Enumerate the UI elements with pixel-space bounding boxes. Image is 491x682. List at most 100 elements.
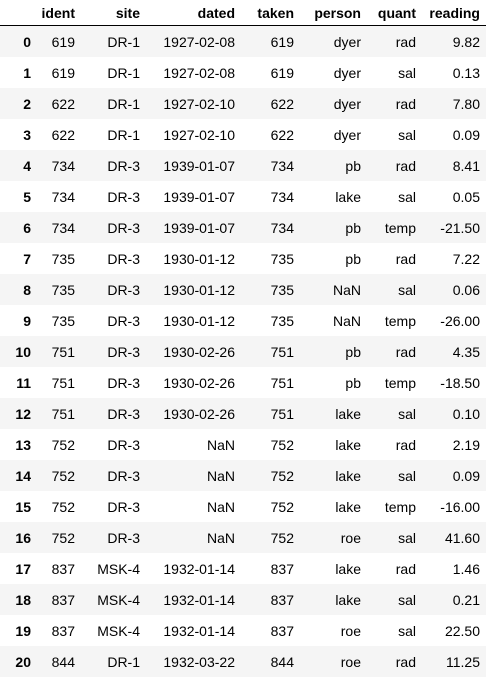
- row-index: 3: [23, 126, 31, 143]
- cell-dated: NaN: [206, 467, 235, 484]
- column-header-reading: reading: [422, 0, 486, 26]
- cell-person: NaN: [332, 281, 361, 298]
- cell-site: DR-3: [107, 343, 140, 360]
- cell-quant: sal: [398, 529, 416, 546]
- cell-taken: 619: [270, 64, 294, 81]
- table-row: 11 751 DR-3 1930-02-26 751 pb temp -18.50: [0, 367, 486, 398]
- cell-reading: 0.05: [452, 188, 480, 205]
- table-row: 10 751 DR-3 1930-02-26 751 pb rad 4.35: [0, 336, 486, 367]
- row-index: 11: [16, 374, 31, 391]
- column-header-quant: quant: [367, 0, 422, 26]
- cell-quant: rad: [395, 436, 416, 453]
- column-header-ident: ident: [33, 0, 81, 26]
- cell-dated: 1930-01-12: [163, 281, 235, 298]
- table-row: 20 844 DR-1 1932-03-22 844 roe rad 11.25: [0, 646, 486, 677]
- cell-site: DR-3: [107, 374, 140, 391]
- cell-ident: 752: [51, 529, 75, 546]
- row-index: 10: [15, 343, 31, 360]
- cell-taken: 734: [270, 188, 294, 205]
- cell-quant: rad: [395, 250, 416, 267]
- cell-quant: temp: [384, 219, 416, 236]
- cell-ident: 752: [51, 436, 75, 453]
- cell-reading: 4.35: [452, 343, 480, 360]
- cell-taken: 622: [270, 95, 294, 112]
- table-row: 5 734 DR-3 1939-01-07 734 lake sal 0.05: [0, 181, 486, 212]
- cell-quant: rad: [395, 560, 416, 577]
- cell-taken: 751: [270, 374, 294, 391]
- cell-ident: 619: [51, 33, 75, 50]
- column-header-person: person: [300, 0, 367, 26]
- table-row: 8 735 DR-3 1930-01-12 735 NaN sal 0.06: [0, 274, 486, 305]
- table-row: 2 622 DR-1 1927-02-10 622 dyer rad 7.80: [0, 88, 486, 119]
- cell-person: lake: [335, 188, 361, 205]
- cell-quant: rad: [395, 653, 416, 670]
- cell-person: lake: [335, 467, 361, 484]
- cell-ident: 751: [51, 343, 75, 360]
- row-index: 1: [23, 64, 31, 81]
- cell-dated: 1932-03-22: [163, 653, 235, 670]
- cell-person: dyer: [333, 95, 361, 112]
- cell-person: pb: [345, 157, 361, 174]
- cell-dated: 1939-01-07: [163, 188, 235, 205]
- cell-ident: 751: [51, 374, 75, 391]
- cell-site: DR-1: [107, 33, 140, 50]
- cell-reading: 9.82: [452, 33, 480, 50]
- cell-reading: 41.60: [444, 529, 480, 546]
- cell-dated: 1930-01-12: [163, 250, 235, 267]
- row-index: 18: [15, 591, 31, 608]
- cell-taken: 735: [270, 250, 294, 267]
- cell-quant: sal: [398, 622, 416, 639]
- cell-person: roe: [340, 622, 361, 639]
- cell-quant: sal: [398, 591, 416, 608]
- cell-reading: -21.50: [440, 219, 480, 236]
- cell-site: DR-3: [107, 467, 140, 484]
- cell-quant: sal: [398, 126, 416, 143]
- column-header-site: site: [81, 0, 146, 26]
- column-header-dated: dated: [146, 0, 241, 26]
- cell-taken: 734: [270, 157, 294, 174]
- row-index: 17: [15, 560, 31, 577]
- table-row: 4 734 DR-3 1939-01-07 734 pb rad 8.41: [0, 150, 486, 181]
- cell-ident: 735: [51, 312, 75, 329]
- cell-dated: 1927-02-10: [163, 126, 235, 143]
- cell-dated: 1930-01-12: [163, 312, 235, 329]
- cell-quant: rad: [395, 157, 416, 174]
- cell-taken: 751: [270, 343, 294, 360]
- cell-reading: 8.41: [452, 157, 480, 174]
- cell-taken: 837: [270, 591, 294, 608]
- cell-ident: 734: [51, 219, 75, 236]
- cell-dated: 1930-02-26: [163, 374, 235, 391]
- cell-ident: 751: [51, 405, 75, 422]
- table-row: 0 619 DR-1 1927-02-08 619 dyer rad 9.82: [0, 25, 486, 57]
- cell-person: roe: [340, 529, 361, 546]
- table-row: 17 837 MSK-4 1932-01-14 837 lake rad 1.46: [0, 553, 486, 584]
- cell-person: lake: [335, 560, 361, 577]
- cell-quant: temp: [384, 312, 416, 329]
- cell-person: NaN: [332, 312, 361, 329]
- cell-ident: 752: [51, 467, 75, 484]
- row-index: 12: [15, 405, 31, 422]
- row-index: 19: [15, 622, 31, 639]
- row-index: 15: [15, 498, 31, 515]
- row-index: 8: [23, 281, 31, 298]
- row-index: 2: [23, 95, 31, 112]
- cell-dated: 1930-02-26: [163, 343, 235, 360]
- cell-quant: temp: [384, 498, 416, 515]
- cell-person: lake: [335, 498, 361, 515]
- cell-reading: -18.50: [440, 374, 480, 391]
- cell-ident: 622: [51, 95, 75, 112]
- row-index: 16: [15, 529, 31, 546]
- cell-person: roe: [340, 653, 361, 670]
- cell-quant: rad: [395, 343, 416, 360]
- cell-reading: 0.10: [452, 405, 480, 422]
- cell-reading: 7.22: [452, 250, 480, 267]
- cell-dated: NaN: [206, 436, 235, 453]
- row-index: 9: [23, 312, 31, 329]
- cell-reading: 1.46: [452, 560, 480, 577]
- cell-site: DR-3: [107, 436, 140, 453]
- cell-person: lake: [335, 436, 361, 453]
- cell-reading: 0.21: [452, 591, 480, 608]
- table-row: 18 837 MSK-4 1932-01-14 837 lake sal 0.21: [0, 584, 486, 615]
- cell-dated: 1932-01-14: [163, 591, 235, 608]
